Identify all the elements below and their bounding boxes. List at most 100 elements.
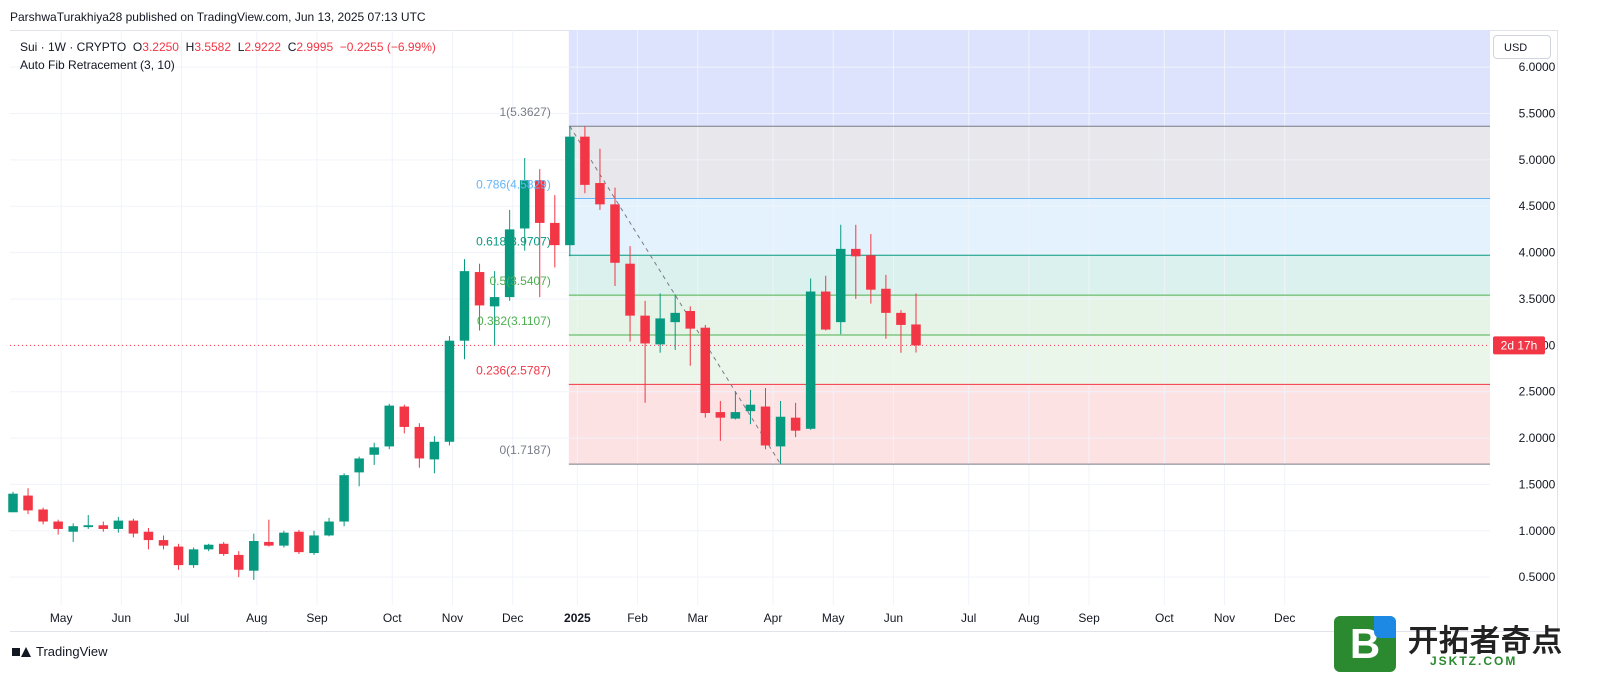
candle-body: [775, 416, 786, 447]
candle-body: [489, 297, 500, 307]
time-tick-label: Sep: [1078, 611, 1100, 625]
candle-body: [595, 183, 605, 205]
candle-body: [38, 509, 48, 522]
candle-body: [881, 288, 891, 313]
candle-body: [519, 180, 530, 229]
price-tick-label: 1.5000: [1519, 477, 1556, 491]
time-tick-label: Mar: [687, 611, 708, 625]
candle-body: [203, 544, 214, 550]
candle-23: [354, 456, 364, 487]
symbol-label[interactable]: Sui · 1W · CRYPTO: [20, 40, 127, 54]
time-tick-label: Dec: [502, 611, 523, 625]
candle-body: [550, 222, 560, 246]
fib-zone-0.236: [568, 384, 1490, 465]
candle-body: [820, 291, 831, 330]
candle-53: [805, 278, 816, 430]
candle-36: [550, 195, 560, 268]
fib-label-0: 0(1.7187): [499, 443, 550, 457]
price-tick-label: 6.0000: [1519, 60, 1556, 74]
fib-trend-line: [569, 125, 781, 465]
time-tick-label: Aug: [1018, 611, 1039, 625]
candle-body: [234, 554, 244, 570]
price-tick-label: 4.0000: [1519, 246, 1556, 260]
candle-10: [158, 535, 169, 550]
candle-body: [700, 327, 711, 414]
price-tick-label: 2.0000: [1519, 431, 1556, 445]
candle-21: [324, 517, 334, 537]
candle-body: [760, 406, 771, 446]
price-tick-label: 1.0000: [1519, 524, 1556, 538]
time-tick-label: Jul: [174, 611, 189, 625]
candle-body: [836, 248, 846, 323]
candle-body: [294, 531, 304, 553]
candle-body: [535, 180, 545, 223]
candle-body: [264, 541, 274, 546]
time-tick-label: May: [822, 611, 845, 625]
fib-zone-top: [568, 30, 1490, 127]
candle-body: [474, 272, 485, 306]
candle-body: [805, 291, 816, 429]
candle-52: [790, 402, 801, 438]
candle-20: [309, 530, 319, 555]
fib-zone-1: [568, 126, 1490, 199]
candle-29: [444, 336, 455, 446]
fib-level-lines: [568, 125, 1490, 465]
candle-5: [83, 515, 93, 529]
price-chart[interactable]: 1(5.3627) 0.786(4.5829) 0.618(3.9707) 0.5(3…: [0, 0, 1600, 640]
candle-0: [8, 491, 18, 513]
candle-body: [158, 540, 169, 546]
candle-body: [354, 458, 364, 473]
time-tick-label: Oct: [383, 611, 402, 625]
candle-35: [535, 169, 545, 298]
time-tick-label: Jul: [961, 611, 976, 625]
candle-body: [249, 541, 259, 571]
candle-31: [474, 263, 485, 331]
tradingview-footer[interactable]: TradingView: [12, 644, 108, 659]
high-label: H: [185, 40, 195, 54]
currency-button[interactable]: USD: [1493, 35, 1551, 59]
candle-body: [53, 521, 63, 529]
open-label: O: [132, 40, 143, 54]
countdown-bg: [1493, 336, 1545, 355]
price-tick-label: 3.5000: [1519, 292, 1556, 306]
candle-18: [279, 530, 289, 548]
candle-6: [98, 521, 109, 532]
candle-body: [173, 546, 184, 566]
candle-58: [881, 274, 891, 339]
watermark-badge-icon: B: [1334, 616, 1396, 672]
published-caption: ParshwaTurakhiya28 published on TradingV…: [10, 10, 426, 24]
price-axis: 0.50001.00001.50002.00002.50003.00003.50…: [1519, 60, 1556, 584]
candle-4: [68, 523, 78, 542]
countdown-badge: 2d 17h: [1493, 336, 1545, 355]
candle-32: [489, 271, 500, 346]
time-tick-label: Feb: [627, 611, 648, 625]
candle-body: [625, 263, 635, 316]
time-tick-label: Nov: [1214, 611, 1235, 625]
candle-59: [896, 310, 906, 353]
candle-15: [234, 551, 244, 578]
candle-48: [730, 391, 741, 420]
candle-body: [730, 412, 741, 419]
candles: [8, 126, 921, 580]
low-label: L: [237, 40, 245, 54]
candle-25: [384, 403, 394, 450]
time-tick-label: Jun: [884, 611, 903, 625]
indicator-legend[interactable]: Auto Fib Retracement (3, 10): [20, 58, 175, 72]
time-tick-label: Oct: [1155, 611, 1174, 625]
ohlc-legend[interactable]: Sui · 1W · CRYPTO O3.2250 H3.5582 L2.922…: [20, 40, 436, 54]
candle-body: [128, 520, 139, 534]
candle-body: [8, 493, 18, 513]
time-tick-label: 2025: [564, 611, 591, 625]
fib-zone-0.786: [568, 198, 1490, 256]
candle-1: [23, 488, 33, 515]
candle-57: [866, 234, 876, 304]
time-tick-label: Nov: [442, 611, 463, 625]
candle-34: [519, 157, 530, 251]
low-value: 2.9222: [244, 40, 282, 54]
close-label: C: [287, 40, 297, 54]
candle-body: [324, 521, 334, 536]
candle-body: [715, 412, 726, 418]
close-value: 2.9995: [296, 40, 334, 54]
candle-24: [369, 442, 379, 465]
time-tick-label: Apr: [764, 611, 783, 625]
